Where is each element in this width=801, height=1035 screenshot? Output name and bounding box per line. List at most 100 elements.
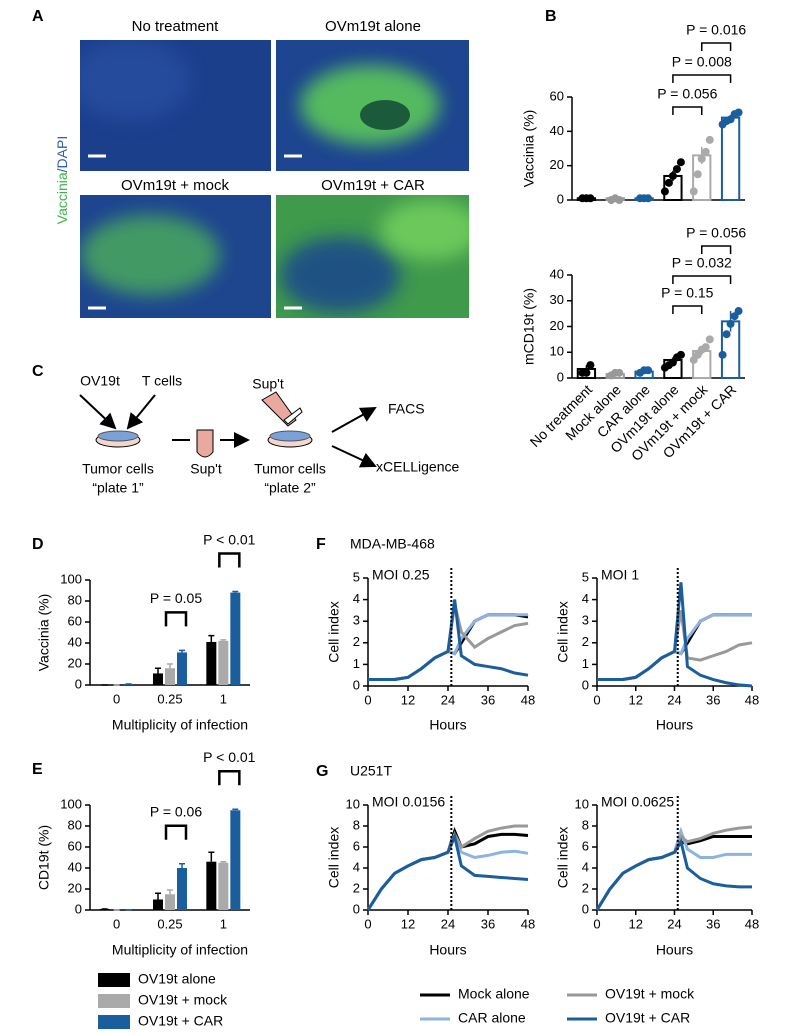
- x-axis-label: Hours: [429, 717, 466, 733]
- x-tick-label: 12: [629, 916, 643, 931]
- annotation: P = 0.06: [150, 804, 203, 820]
- y-tick-label: 40: [550, 266, 564, 281]
- x-tick-label: 48: [745, 692, 759, 707]
- y-tick-label: 80: [68, 817, 82, 832]
- x-axis-label: Hours: [656, 942, 693, 958]
- data-point: [726, 319, 735, 328]
- y-tick-label: 5: [582, 569, 589, 584]
- y-axis-label: Cell index: [326, 827, 342, 888]
- legend-label: OV19t + CAR: [605, 1010, 690, 1026]
- y-axis-label: Vaccinia (%): [36, 594, 52, 672]
- y-tick-label: 0: [582, 901, 589, 916]
- diagram-label: “plate 2”: [264, 480, 316, 496]
- diagram-label: FACS: [388, 401, 425, 417]
- bar: [153, 899, 163, 910]
- series-line: [595, 837, 752, 911]
- legend-swatch: [98, 973, 130, 987]
- bar: [177, 868, 187, 910]
- x-tick-label: 24: [441, 916, 455, 931]
- subtitle: MOI 0.0625: [601, 794, 674, 810]
- legend-label: OV19t alone: [138, 971, 216, 987]
- data-point: [693, 170, 702, 179]
- legend-label: OV19t + mock: [605, 986, 695, 1002]
- y-tick-label: 2: [353, 634, 360, 649]
- x-tick-label: 12: [401, 916, 415, 931]
- x-tick-label: 48: [521, 916, 535, 931]
- y-tick-label: 3: [582, 613, 589, 628]
- bracket: [672, 275, 732, 284]
- legend-label: CAR alone: [458, 1010, 526, 1026]
- y-tick-label: 10: [575, 796, 589, 811]
- annotation: P = 0.016: [686, 22, 746, 38]
- data-point: [615, 368, 624, 377]
- y-axis-label: Cell index: [555, 827, 571, 888]
- legend-label: OV19t + CAR: [138, 1013, 223, 1029]
- y-tick-label: 80: [68, 592, 82, 607]
- data-point: [705, 335, 714, 344]
- x-tick-label: 0: [113, 916, 120, 931]
- y-tick-label: 0: [557, 369, 564, 384]
- annotation: P = 0.05: [150, 590, 203, 606]
- bracket: [701, 42, 732, 51]
- legend-label: OV19t + mock: [138, 992, 228, 1008]
- error-bar: [179, 649, 185, 653]
- subtitle: MOI 0.25: [372, 567, 430, 583]
- error-bar: [232, 590, 239, 593]
- y-tick-label: 5: [353, 569, 360, 584]
- panel-label: G: [316, 763, 328, 780]
- group-title: U251T: [350, 763, 392, 779]
- x-tick-label: 1: [220, 916, 227, 931]
- bar: [218, 640, 229, 685]
- diagram-label: OV19t: [80, 373, 120, 389]
- y-tick-label: 2: [353, 880, 360, 895]
- y-tick-label: 4: [582, 591, 589, 606]
- y-tick-label: 1: [353, 656, 360, 671]
- x-axis-label: Hours: [429, 942, 466, 958]
- data-point: [705, 135, 714, 144]
- x-tick-label: 0.25: [157, 691, 182, 706]
- data-point: [668, 171, 677, 180]
- diagram-label: xCELLigence: [376, 459, 459, 475]
- x-tick-label: 1: [220, 691, 227, 706]
- y-tick-label: 0: [353, 901, 360, 916]
- bracket: [218, 769, 241, 786]
- y-axis-label: CD19t (%): [36, 825, 52, 890]
- y-tick-label: 40: [550, 123, 564, 138]
- y-tick-label: 0: [353, 677, 360, 692]
- y-tick-label: 20: [68, 655, 82, 670]
- y-tick-label: 4: [353, 591, 360, 606]
- diagram-label: T cells: [142, 373, 182, 389]
- y-tick-label: 0: [557, 191, 564, 206]
- data-point: [734, 108, 743, 117]
- image-title: OVm19t alone: [325, 18, 421, 35]
- data-point: [586, 361, 595, 370]
- subtitle: MOI 1: [601, 567, 639, 583]
- diagram-label: “plate 1”: [92, 480, 144, 496]
- y-tick-label: 6: [582, 838, 589, 853]
- bar: [230, 592, 241, 685]
- y-tick-label: 6: [353, 838, 360, 853]
- diagram-label: Sup't: [190, 461, 222, 477]
- y-tick-label: 4: [582, 859, 589, 874]
- bar: [165, 668, 175, 685]
- error-bar: [208, 851, 215, 862]
- x-tick-label: 0: [364, 692, 371, 707]
- label-part: Vaccinia: [54, 172, 70, 224]
- error-bar: [232, 808, 239, 811]
- image-y-label: Vaccinia/DAPI: [54, 136, 70, 224]
- bracket: [672, 74, 732, 83]
- data-point: [664, 178, 673, 187]
- y-tick-label: 2: [582, 880, 589, 895]
- panel-label: F: [316, 536, 326, 553]
- y-axis-label: mCD19t (%): [521, 288, 537, 365]
- bracket: [164, 611, 188, 627]
- bar: [720, 116, 741, 201]
- data-point: [689, 187, 698, 196]
- error-bar: [220, 860, 227, 863]
- x-tick-label: 48: [521, 692, 535, 707]
- y-tick-label: 1: [582, 656, 589, 671]
- image-title: OVm19t + CAR: [321, 177, 425, 194]
- data-point: [676, 158, 685, 167]
- y-tick-label: 0: [582, 677, 589, 692]
